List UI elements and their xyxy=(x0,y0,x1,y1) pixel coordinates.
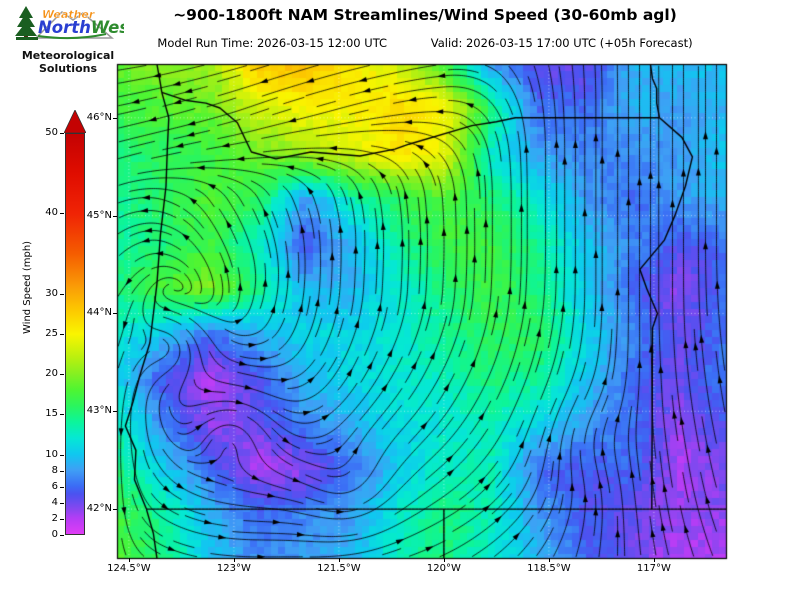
logo-subtitle: Meteorological Solutions xyxy=(21,49,115,75)
logo-graphic: Weather NorthWest xyxy=(15,6,138,40)
lat-tick-label: 45°N xyxy=(86,209,112,221)
lat-tick-label: 43°N xyxy=(86,405,112,417)
colorbar-tick-label: 40 xyxy=(45,207,58,219)
colorbar-tick-mark xyxy=(60,293,64,295)
lon-tick-mark xyxy=(338,558,340,562)
lon-tick-mark xyxy=(653,558,655,562)
lon-tick-label: 121.5°W xyxy=(317,563,361,574)
colorbar-tick-mark xyxy=(60,486,64,488)
colorbar-tick-label: 6 xyxy=(51,480,58,492)
colorbar-gradient xyxy=(65,133,85,535)
lon-tick-label: 120°W xyxy=(426,563,461,574)
lon-tick-mark xyxy=(128,558,130,562)
colorbar-extend-arrow xyxy=(64,110,86,133)
lat-tick-label: 44°N xyxy=(86,307,112,319)
colorbar-tick-mark xyxy=(60,334,64,335)
plot-title: ~900-1800ft NAM Streamlines/Wind Speed (… xyxy=(173,6,677,24)
plot-subtitle: Model Run Time: 2026-03-15 12:00 UTC Val… xyxy=(50,36,800,50)
colorbar-tick-label: 15 xyxy=(45,408,58,420)
logo: Weather NorthWest Meteorological Solutio… xyxy=(12,4,138,75)
colorbar-tick-mark xyxy=(60,535,64,536)
tree-icon xyxy=(15,6,38,40)
lat-tick-mark xyxy=(113,215,117,217)
lon-tick-label: 124.5°W xyxy=(107,563,151,574)
lat-tick-mark xyxy=(113,117,117,119)
lon-tick-mark xyxy=(548,558,550,562)
lon-tick-label: 117°W xyxy=(636,563,671,574)
logo-weather-text: Weather xyxy=(42,8,95,21)
lat-tick-label: 42°N xyxy=(86,503,112,515)
colorbar-tick-mark xyxy=(60,470,64,472)
lon-tick-mark xyxy=(443,558,445,562)
logo-swoosh xyxy=(37,33,107,40)
colorbar-tick-label: 10 xyxy=(45,448,58,460)
lat-tick-mark xyxy=(113,411,117,413)
mountain-icon xyxy=(34,11,115,39)
colorbar-tick-label: 30 xyxy=(45,287,58,299)
lat-tick-label: 46°N xyxy=(86,111,112,123)
colorbar-tick-mark xyxy=(60,213,64,215)
lat-tick-mark xyxy=(113,313,117,315)
model-run-time: Model Run Time: 2026-03-15 12:00 UTC xyxy=(157,36,388,50)
colorbar-tick-label: 4 xyxy=(51,496,58,508)
colorbar-tick-mark xyxy=(60,454,64,456)
lon-tick-mark xyxy=(233,558,235,562)
lat-tick-mark xyxy=(113,509,117,511)
colorbar-tick-label: 2 xyxy=(51,512,58,524)
colorbar-tick-mark xyxy=(60,414,64,416)
valid-time: Valid: 2026-03-15 17:00 UTC (+05h Foreca… xyxy=(430,36,693,50)
colorbar-tick-mark xyxy=(60,502,64,504)
colorbar-tick-label: 0 xyxy=(51,529,58,540)
colorbar-tick-label: 50 xyxy=(45,127,58,138)
colorbar-tick-mark xyxy=(60,518,64,520)
lon-tick-label: 123°W xyxy=(216,563,251,574)
colorbar-tick-label: 8 xyxy=(51,464,58,476)
lon-tick-label: 118.5°W xyxy=(527,563,571,574)
colorbar-tick-mark xyxy=(60,133,64,134)
colorbar-tick-label: 20 xyxy=(45,368,58,380)
colorbar-tick-label: 25 xyxy=(45,328,58,339)
colorbar-tick-mark xyxy=(60,374,64,376)
